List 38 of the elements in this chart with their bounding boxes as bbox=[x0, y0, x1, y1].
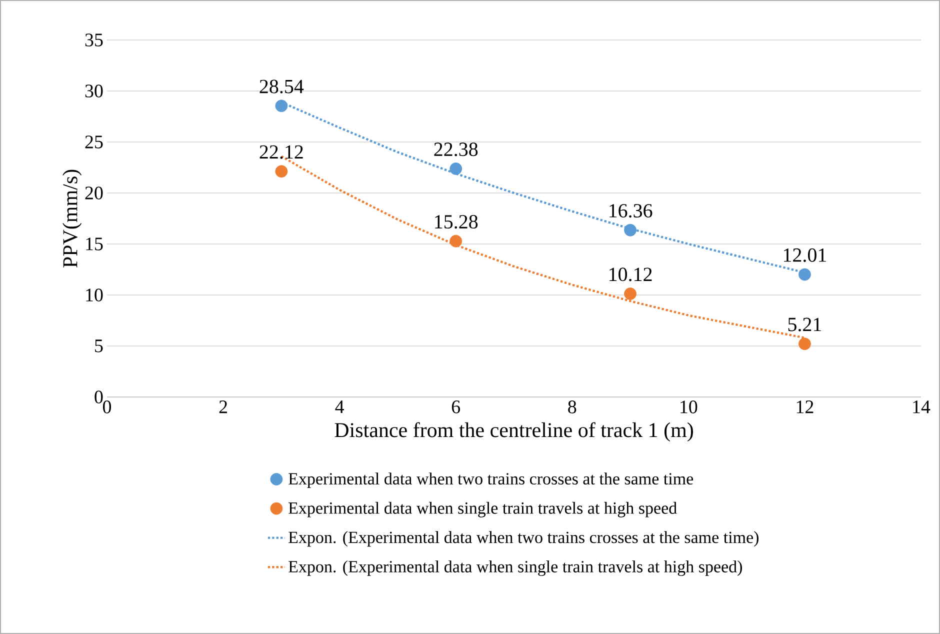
y-tick-label: 0 bbox=[94, 390, 103, 404]
y-tick-label: 15 bbox=[86, 238, 103, 250]
y-axis-title: PPV(mm/s) bbox=[62, 170, 82, 268]
legend-label: Experimental data when two trains crosses at the same time bbox=[288, 472, 694, 488]
y-tick-label: 20 bbox=[85, 186, 103, 200]
point bbox=[275, 100, 288, 112]
point bbox=[624, 288, 636, 300]
y-tick-label: 35 bbox=[85, 34, 103, 46]
point bbox=[798, 338, 811, 350]
point bbox=[624, 224, 636, 236]
x-tick-label: 2 bbox=[219, 400, 227, 414]
data-label: 5.21 bbox=[788, 318, 822, 332]
y-tick-label: 30 bbox=[85, 84, 103, 98]
x-tick-label: 14 bbox=[913, 400, 930, 414]
data-label: 12.01 bbox=[784, 248, 826, 262]
y-tick-label: 5 bbox=[95, 340, 103, 352]
legend-label: Expon. (Experimental data when single train travels at high speed) bbox=[288, 560, 742, 576]
data-label: 10.12 bbox=[610, 268, 652, 282]
data-label: 22.12 bbox=[260, 145, 303, 159]
point bbox=[275, 165, 288, 178]
x-axis-title: Distance from the centreline of track 1 (m) bbox=[334, 422, 693, 442]
y-tick-label: 10 bbox=[86, 288, 103, 302]
point bbox=[798, 268, 811, 281]
legend-label: Experimental data when single train travels at high speed bbox=[288, 502, 677, 518]
data-label: 28.54 bbox=[260, 80, 304, 94]
x-tick-label: 6 bbox=[452, 400, 460, 414]
data-label: 16.36 bbox=[610, 204, 652, 218]
x-tick-label: 4 bbox=[335, 400, 344, 414]
x-tick-label: 0 bbox=[102, 400, 112, 414]
data-label: 22.38 bbox=[434, 142, 478, 156]
data-label: 15.28 bbox=[435, 215, 478, 229]
point bbox=[450, 162, 462, 175]
y-tick-label: 25 bbox=[85, 136, 103, 148]
x-tick-label: 8 bbox=[568, 400, 576, 414]
x-tick-label: 10 bbox=[680, 400, 698, 414]
legend-label: Expon. (Experimental data when two trains crosses at the same time) bbox=[288, 531, 758, 547]
point bbox=[450, 234, 462, 248]
x-tick-label: 12 bbox=[796, 400, 814, 414]
